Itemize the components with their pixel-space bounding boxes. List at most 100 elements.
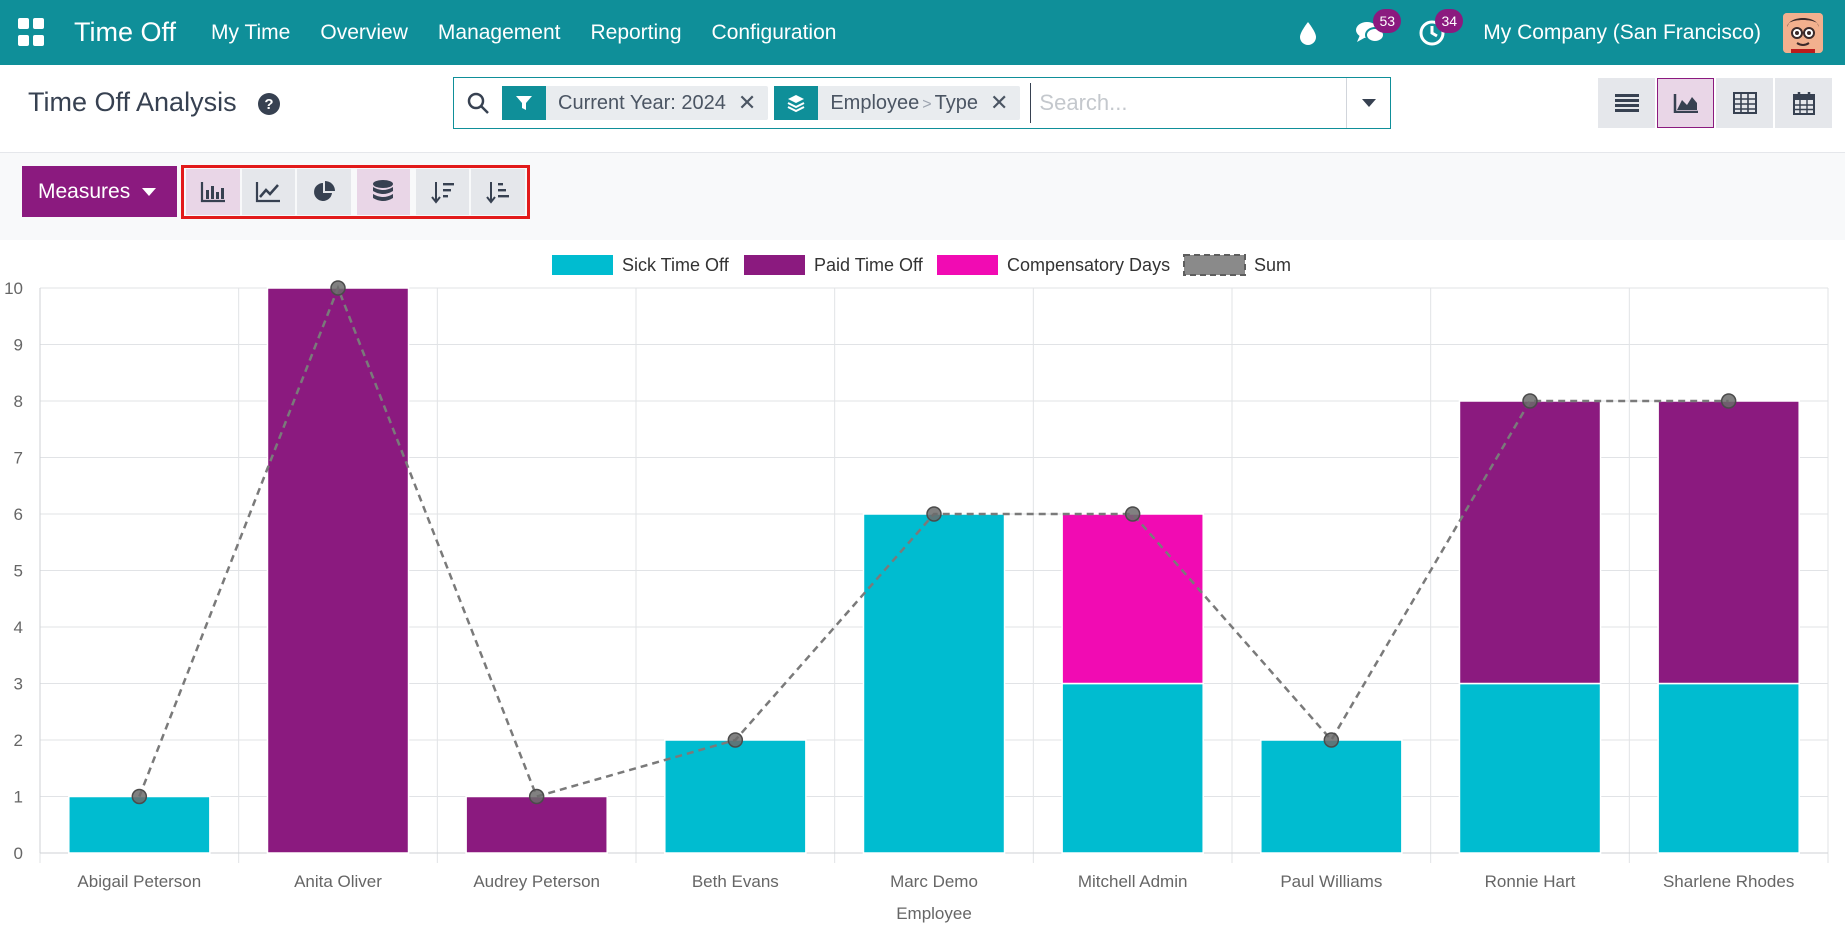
company-switcher[interactable]: My Company (San Francisco) [1483,20,1761,44]
layers-icon [774,86,819,120]
activities-badge: 34 [1435,8,1464,33]
stacked-button[interactable] [356,169,411,215]
pie-chart-icon [313,181,335,201]
stacked-bar-chart: 0 1 2 3 4 5 6 7 8 9 10 Abigail Peterson Anita Oliver… [4,254,1829,923]
groupby-first: Employee [830,91,920,114]
graph-options-group [181,165,530,219]
sort-ascending-button[interactable] [471,169,526,215]
menu-overview[interactable]: Overview [320,20,408,44]
legend-label: Sick Time Off [622,255,730,275]
groupby-facet-label: Employee > Type [818,92,990,115]
app-title[interactable]: Time Off [74,17,177,47]
bar-paid-time-off [1657,400,1800,685]
bar-sick-time-off [1061,682,1204,854]
groupby-second: Type [934,91,978,114]
remove-filter-button[interactable]: ✕ [737,90,757,115]
bar-paid-time-off [266,287,410,854]
menu-configuration[interactable]: Configuration [711,20,837,44]
table-icon [1732,92,1757,114]
search-options-toggle[interactable] [1346,78,1390,128]
list-icon [1614,94,1639,112]
calendar-view-button[interactable] [1775,78,1832,128]
measures-label: Measures [38,179,131,203]
graph-view-button[interactable] [1657,78,1714,128]
x-axis-label: Employee [896,904,972,923]
remove-groupby-button[interactable]: ✕ [989,90,1009,115]
y-tick-label: 1 [14,788,23,807]
sum-point [727,732,744,748]
sum-point [1124,506,1141,522]
area-chart-icon [1673,94,1698,113]
menu-reporting[interactable]: Reporting [590,20,682,44]
database-icon [373,180,394,201]
groupby-facet: Employee > Type ✕ [774,86,1021,120]
x-tick-label: Ronnie Hart [1485,872,1576,891]
sum-point [330,280,346,296]
sum-point [528,788,545,805]
bar-paid-time-off [1458,400,1602,685]
groupby-separator: > [922,95,932,113]
messages-icon[interactable]: 53 [1355,8,1402,48]
caret-down-icon [1361,99,1376,107]
user-avatar[interactable] [1783,12,1823,53]
top-navbar: Time Off My Time Overview Management Rep… [0,0,1845,65]
bar-sick-time-off [664,739,807,854]
sort-descending-button[interactable] [415,169,470,215]
y-tick-label: 6 [14,505,23,524]
legend-label: Paid Time Off [814,255,924,275]
bar-sick-time-off [1260,739,1403,854]
graph-area: 0 1 2 3 4 5 6 7 8 9 10 Abigail Peterson Anita Oliver… [0,240,1845,929]
y-tick-label: 0 [14,844,23,863]
sum-point [131,788,148,805]
caret-down-icon [142,187,157,196]
x-tick-label: Paul Williams [1280,872,1382,891]
y-tick-label: 3 [14,675,23,694]
legend-swatch [552,255,613,275]
filter-facet: Current Year: 2024 ✕ [502,86,769,120]
bar-chart-button[interactable] [186,169,240,215]
graph-toolbar: Measures [0,153,1845,240]
line-chart-icon [256,182,281,203]
bar-paid-time-off [465,795,608,854]
y-tick-label: 4 [14,618,23,637]
sort-ascending-icon [486,182,510,204]
navbar-systray: 53 34 My Company (San Francisco) [1277,0,1845,65]
pivot-view-button[interactable] [1716,78,1773,128]
search-bar: Current Year: 2024 ✕ Employee > Type ✕ [453,77,1391,129]
drop-icon[interactable] [1293,18,1323,48]
x-tick-label: Anita Oliver [294,872,382,891]
search-icon[interactable] [454,78,502,128]
y-tick-label: 8 [14,392,23,411]
legend-swatch [1183,254,1246,276]
bar-chart-icon [200,182,225,203]
search-input[interactable] [1030,83,1346,123]
y-tick-label: 9 [14,336,23,355]
measures-dropdown[interactable]: Measures [22,166,177,217]
page-title: Time Off Analysis [28,87,237,117]
view-switcher [1598,78,1834,128]
y-tick-label: 2 [14,731,23,750]
line-chart-button[interactable] [241,169,296,215]
menu-my-time[interactable]: My Time [211,20,291,44]
x-tick-label: Audrey Peterson [473,872,600,891]
bar-sick-time-off [1657,682,1800,854]
activities-icon[interactable]: 34 [1417,8,1464,48]
x-tick-label: Abigail Peterson [77,872,201,891]
help-icon[interactable]: ? [258,93,280,115]
pie-chart-button[interactable] [297,169,351,215]
y-tick-label: 10 [4,279,23,298]
filter-icon [502,86,546,120]
sum-point [1720,393,1737,409]
bar-compensatory-days [1061,513,1204,685]
messages-badge: 53 [1373,8,1402,33]
list-view-button[interactable] [1598,78,1655,128]
x-tick-label: Beth Evans [692,872,779,891]
filter-facet-label: Current Year: 2024 [558,91,726,114]
sum-point [926,506,942,522]
menu-management[interactable]: Management [437,20,561,44]
sum-point [1323,732,1340,748]
bar-sick-time-off [68,795,211,854]
control-panel: Time Off Analysis ? Current Year: 2024 ✕… [0,65,1845,153]
app-menu-icon[interactable] [18,17,48,48]
x-tick-label: Mitchell Admin [1078,872,1188,891]
